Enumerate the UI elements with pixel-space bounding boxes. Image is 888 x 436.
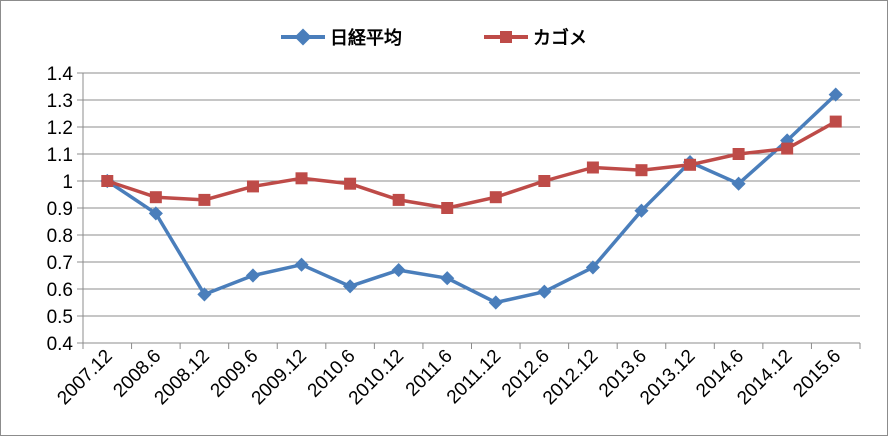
data-point <box>391 263 406 278</box>
x-tick-label: 2007.12 <box>53 346 116 409</box>
legend-label-kagome: カゴメ <box>533 27 587 49</box>
data-point <box>781 142 794 155</box>
data-point <box>197 287 212 302</box>
data-point <box>829 115 842 128</box>
y-tick-label: 0.5 <box>47 307 73 328</box>
y-tick-label: 1.2 <box>47 118 73 139</box>
y-tick-label: 0.8 <box>47 226 73 247</box>
data-point <box>684 158 697 171</box>
series-line <box>106 93 837 305</box>
legend-label-nikkei: 日経平均 <box>330 27 402 49</box>
data-point <box>489 191 502 204</box>
series-layer <box>100 87 843 310</box>
x-tick-label: 2015.6 <box>789 346 845 402</box>
data-point <box>392 193 405 206</box>
series-line <box>106 120 837 210</box>
legend-marker-nikkei <box>294 28 312 46</box>
legend-item-kagome: カゴメ <box>484 27 587 49</box>
data-point <box>245 268 261 283</box>
data-point <box>538 175 551 187</box>
legend-item-nikkei: 日経平均 <box>281 27 402 49</box>
data-point <box>440 271 455 286</box>
x-tick-label: 2011.12 <box>443 346 505 408</box>
x-axis-ticks: 2007.122008.62008.122009.62009.122010.62… <box>53 343 861 409</box>
data-point <box>101 175 114 187</box>
data-point <box>731 176 746 191</box>
y-tick-label: 1.3 <box>47 91 73 112</box>
y-tick-label: 0.9 <box>47 199 73 220</box>
series-kagome <box>101 115 842 214</box>
data-point <box>488 295 503 310</box>
y-tick-label: 0.6 <box>47 280 73 301</box>
legend-marker-kagome <box>500 31 512 43</box>
data-point <box>441 202 454 214</box>
data-point <box>246 180 259 193</box>
data-point <box>828 87 843 102</box>
data-point <box>344 177 357 190</box>
y-tick-label: 0.4 <box>47 334 74 355</box>
y-axis-ticks: 1.4 1.3 1.2 1.1 1 0.9 0.8 0.7 0.6 0.5 0.4 <box>47 64 83 355</box>
data-point <box>634 203 649 218</box>
y-tick-label: 1 <box>62 172 73 193</box>
data-point <box>149 191 162 204</box>
data-point <box>343 279 358 294</box>
data-point <box>537 284 552 299</box>
y-tick-label: 1.1 <box>47 145 73 166</box>
data-point <box>732 148 745 160</box>
data-point <box>585 260 600 275</box>
data-point <box>198 193 211 206</box>
legend: 日経平均 カゴメ <box>281 27 587 49</box>
y-tick-label: 0.7 <box>47 253 73 274</box>
y-tick-label: 1.4 <box>47 64 74 85</box>
data-point <box>586 161 599 174</box>
axes <box>82 73 860 344</box>
data-point <box>635 164 648 177</box>
data-point <box>148 206 163 221</box>
data-point <box>294 257 309 272</box>
data-point <box>295 172 308 185</box>
